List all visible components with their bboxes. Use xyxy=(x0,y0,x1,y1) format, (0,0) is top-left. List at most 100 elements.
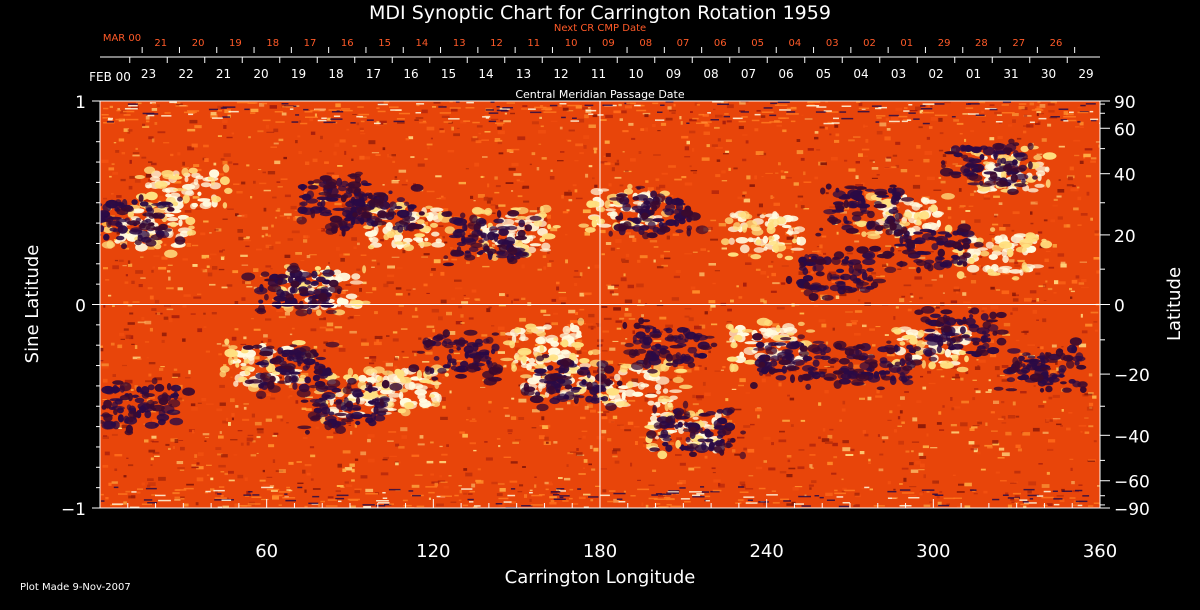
cmp-date-label: 02 xyxy=(928,67,943,81)
negative-polarity-halo xyxy=(827,340,923,391)
top-axis-label: Central Meridian Passage Date xyxy=(515,88,684,101)
next-cr-date-label: 26 xyxy=(1050,38,1063,49)
cmp-date-label: 05 xyxy=(816,67,831,81)
cmp-date-label: 11 xyxy=(591,67,606,81)
negative-polarity-region xyxy=(922,313,1000,358)
cmp-date-label: 17 xyxy=(366,67,381,81)
longitude-axis: 60 120 180 240 300 360 xyxy=(99,499,1117,562)
left-axis-tick-label: 1 xyxy=(75,93,86,113)
next-cr-date-label: 18 xyxy=(266,38,279,49)
cmp-date-label: 20 xyxy=(253,67,268,81)
right-axis-tick-label: −90 xyxy=(1114,500,1150,520)
chart-title: MDI Synoptic Chart for Carrington Rotati… xyxy=(369,2,831,24)
bottom-axis-tick-label: 240 xyxy=(749,541,783,562)
negative-polarity-halo xyxy=(993,337,1088,394)
right-axis-tick-label: −20 xyxy=(1114,366,1150,386)
next-cr-date-label: 20 xyxy=(192,38,205,49)
next-cr-date-axis: 21 20 19 18 17 16 15 14 13 12 11 10 09 08 07 06 05 04 03 02… xyxy=(141,38,1076,53)
next-cr-date-label: 19 xyxy=(229,38,242,49)
bottom-axis-tick-label: 180 xyxy=(583,541,617,562)
next-cr-date-label: 27 xyxy=(1012,38,1025,49)
next-cr-date-label: 14 xyxy=(416,38,429,49)
cmp-date-label: 13 xyxy=(516,67,531,81)
cmp-date-label: 16 xyxy=(403,67,418,81)
positive-polarity-halo xyxy=(721,210,797,261)
bottom-axis-tick-label: 120 xyxy=(416,541,450,562)
next-cr-date-label: 02 xyxy=(863,38,876,49)
next-cr-label: Next CR CMP Date xyxy=(554,23,646,34)
negative-polarity-halo xyxy=(622,317,718,374)
right-axis-tick-label: 40 xyxy=(1114,166,1136,186)
negative-polarity-halo xyxy=(408,329,504,386)
negative-polarity-halo xyxy=(324,184,425,237)
right-axis-tick-label: 90 xyxy=(1114,93,1136,113)
negative-polarity-halo xyxy=(296,377,403,435)
y-axis-right-label: Latitude xyxy=(1164,267,1185,341)
next-cr-date-label: 12 xyxy=(490,38,503,49)
cmp-date-label: 31 xyxy=(1003,67,1018,81)
next-cr-date-label: 11 xyxy=(527,38,540,49)
negative-polarity-halo xyxy=(242,341,340,400)
bottom-axis-tick-label: 60 xyxy=(255,541,278,562)
negative-polarity-halo xyxy=(520,354,623,412)
cmp-date-label: 01 xyxy=(966,67,981,81)
negative-polarity-halo xyxy=(785,245,889,301)
next-cr-date-label: 13 xyxy=(453,38,466,49)
gridlines xyxy=(100,101,1100,508)
negative-polarity-halo xyxy=(241,262,343,317)
negative-polarity-region xyxy=(656,407,736,453)
cmp-date-label: 19 xyxy=(291,67,306,81)
next-cr-date-label: 03 xyxy=(826,38,839,49)
negative-polarity-halo xyxy=(646,400,746,460)
left-axis-tick-label: 0 xyxy=(75,297,86,317)
next-cr-date-label: 10 xyxy=(565,38,578,49)
cmp-date-label: 06 xyxy=(778,67,793,81)
cmp-date-label: 30 xyxy=(1041,67,1056,81)
plot-made-note: Plot Made 9-Nov-2007 xyxy=(20,582,131,593)
next-cr-date-label: 28 xyxy=(975,38,988,49)
cmp-date-label: 12 xyxy=(553,67,568,81)
next-cr-date-label: 21 xyxy=(154,38,167,49)
negative-polarity-halo xyxy=(100,194,186,250)
next-cr-date-label: 08 xyxy=(639,38,652,49)
next-cr-date-label: 09 xyxy=(602,38,615,49)
negative-polarity-halo xyxy=(940,138,1038,195)
negative-polarity-halo xyxy=(750,333,844,390)
x-axis-label: Carrington Longitude xyxy=(505,567,696,588)
cmp-date-label: 03 xyxy=(891,67,906,81)
negative-polarity-halo xyxy=(100,377,196,436)
right-axis-tick-label: 60 xyxy=(1114,120,1136,140)
negative-polarity-halo xyxy=(441,210,542,267)
negative-polarity-region xyxy=(254,269,335,315)
next-cr-date-label: 04 xyxy=(789,38,802,49)
negative-polarity-halo xyxy=(608,185,709,240)
negative-polarity-halo xyxy=(913,306,1009,362)
next-cr-date-label: 17 xyxy=(304,38,317,49)
cmp-date-label: 29 xyxy=(1078,67,1093,81)
right-axis-tick-label: −40 xyxy=(1114,427,1150,447)
next-cr-date-label: 16 xyxy=(341,38,354,49)
next-cr-month: MAR 00 xyxy=(103,33,141,44)
positive-polarity-halo xyxy=(471,204,561,261)
bottom-axis-tick-label: 300 xyxy=(916,541,950,562)
next-cr-date-label: 06 xyxy=(714,38,727,49)
right-axis-tick-label: 20 xyxy=(1114,227,1136,247)
cmp-date-label: 04 xyxy=(853,67,868,81)
right-axis-tick-label: 0 xyxy=(1114,297,1125,317)
next-cr-date-label: 01 xyxy=(900,38,913,49)
cmp-date-label: 18 xyxy=(328,67,343,81)
top-axis-month: FEB 00 xyxy=(89,70,131,84)
cmp-date-label: 15 xyxy=(441,67,456,81)
cmp-date-label: 21 xyxy=(216,67,231,81)
cmp-date-axis: 23 22 21 20 19 18 17 16 15 14 13 12 11 10 09 08 07 06 05 04… xyxy=(100,56,1100,81)
next-cr-date-label: 05 xyxy=(751,38,764,49)
cmp-date-label: 14 xyxy=(478,67,493,81)
cmp-date-label: 08 xyxy=(703,67,718,81)
cmp-date-label: 07 xyxy=(741,67,756,81)
sine-latitude-axis: 1 0 −1 xyxy=(61,93,100,520)
cmp-date-label: 10 xyxy=(628,67,643,81)
latitude-axis: 90 60 40 20 0 −20 −40 −60 −90 xyxy=(1100,93,1150,520)
next-cr-date-label: 29 xyxy=(938,38,951,49)
cmp-date-label: 09 xyxy=(666,67,681,81)
